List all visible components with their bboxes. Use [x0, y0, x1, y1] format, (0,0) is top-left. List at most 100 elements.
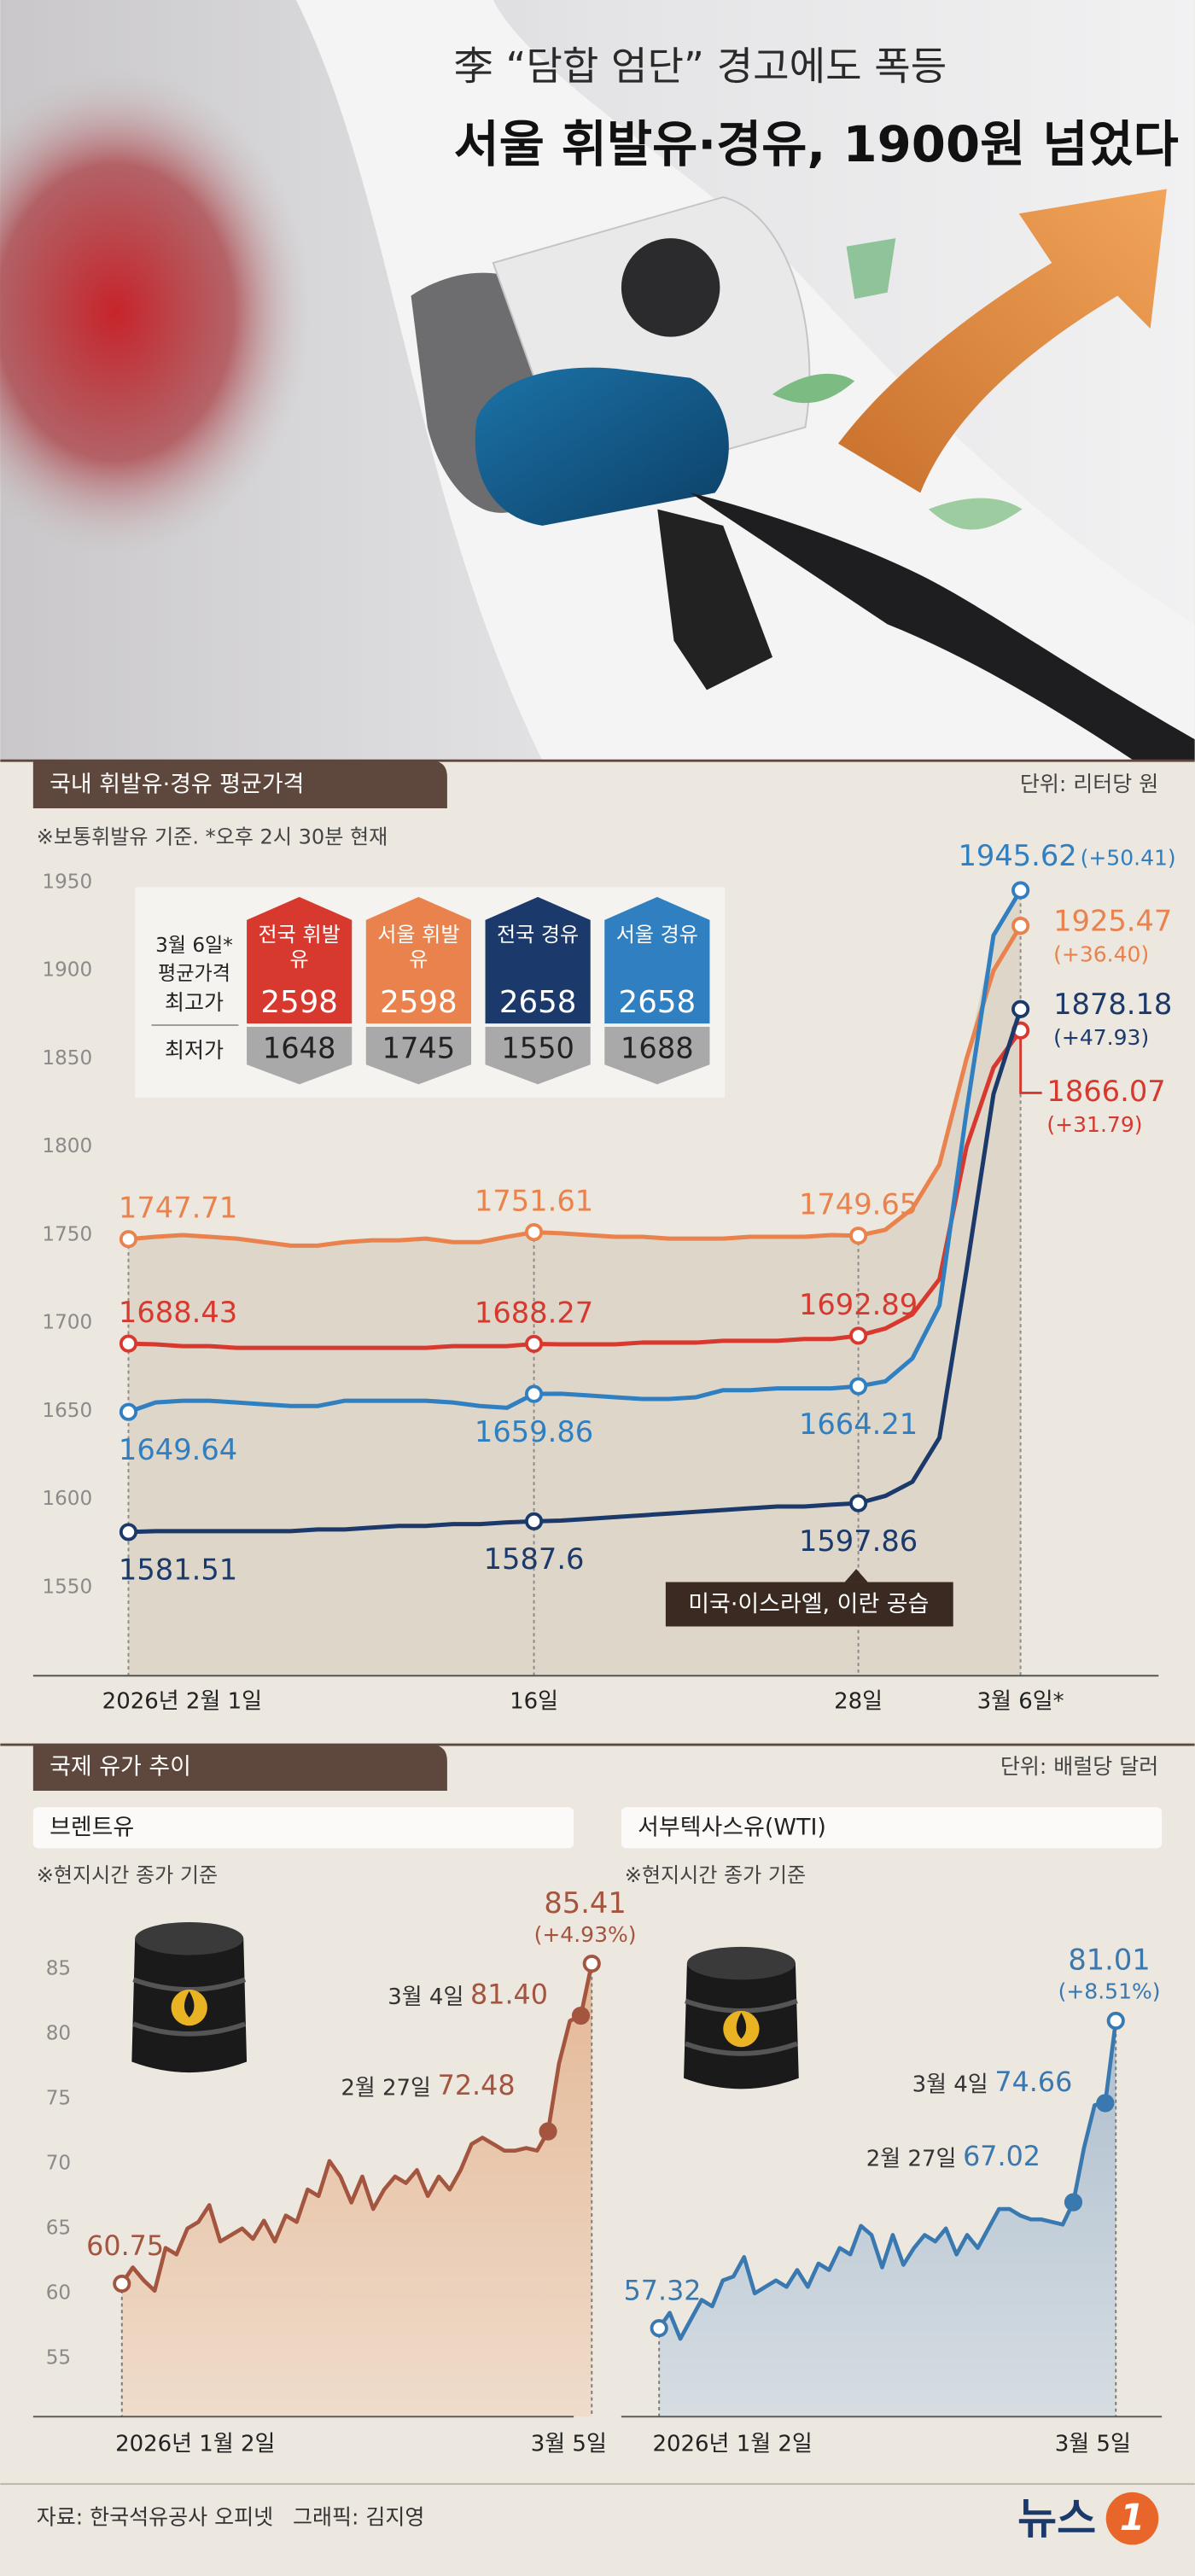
value-label: 57.32 [624, 2276, 702, 2306]
leader-line [1019, 1038, 1042, 1094]
table-heading: 평균가격 [158, 963, 230, 985]
change-label: (+47.93) [1053, 1025, 1149, 1050]
x-tick-label: 28일 [834, 1689, 883, 1715]
unit-label: 단위: 리터당 원 [1020, 772, 1158, 796]
point-marker [524, 1334, 544, 1354]
source: 자료: 한국석유공사 오피넷 [37, 2505, 274, 2530]
subtitle: 李 “담합 엄단” 경고에도 폭등 [454, 43, 947, 89]
y-tick-label: 1650 [42, 1400, 92, 1422]
legend-name-box: 서울 경유 [616, 922, 698, 947]
value-label: 1749.65 [799, 1188, 918, 1221]
point-note: 3월 4일 [388, 1984, 463, 2010]
point-marker [119, 1523, 138, 1542]
annotation-pointer [844, 1569, 868, 1582]
panel-header [32, 1807, 574, 1849]
value-label: 1597.86 [799, 1524, 918, 1558]
point-note: 2월 27일 [341, 2076, 431, 2101]
point-marker [1096, 2094, 1115, 2113]
logo-mark: 1 [1120, 2497, 1145, 2538]
point-marker [849, 1494, 868, 1512]
value-label: 67.02 [963, 2142, 1041, 2172]
legend-name: 전국 경유 [496, 921, 580, 947]
value-label: 1925.47 [1053, 904, 1172, 937]
logo: 뉴스 [1017, 2494, 1096, 2544]
point-marker [650, 2319, 668, 2338]
legend-name: 서울 휘발유 [377, 921, 460, 971]
x-tick-label: 3월 6일* [977, 1689, 1064, 1715]
header-photo: 李 “담합 엄단” 경고에도 폭등 서울 휘발유·경유, 1900원 넘었다 [0, 0, 1195, 761]
point-marker [849, 1326, 868, 1345]
value-label: 1587.6 [484, 1542, 585, 1576]
y-tick-label: 80 [46, 2022, 71, 2044]
area-shade [128, 889, 1021, 1676]
y-tick-label: 75 [46, 2087, 71, 2109]
table-cell-max [604, 896, 710, 1024]
chart-note: ※보통휘발유 기준. *오후 2시 30분 현재 [37, 825, 388, 849]
point-marker [1011, 917, 1030, 935]
point-marker [571, 2006, 591, 2025]
credit: 그래픽: 김지영 [293, 2505, 424, 2530]
annotation: 미국·이스라엘, 이란 공습 [688, 1591, 929, 1617]
y-tick-label: 55 [46, 2346, 71, 2369]
legend-name-box: 전국 경유 [496, 921, 580, 947]
point-marker [1106, 2011, 1125, 2031]
table-cell-min [604, 1026, 710, 1085]
series-line [127, 889, 1023, 1414]
point-marker [119, 1230, 138, 1249]
section-tab [32, 1745, 447, 1791]
point-note: 3월 4일 [912, 2072, 988, 2097]
value-label: 1659.86 [475, 1415, 593, 1448]
value-label: 1688.43 [119, 1296, 237, 1329]
x-tick-label: 16일 [510, 1689, 558, 1715]
value-label: 72.48 [438, 2071, 516, 2101]
table-cell-max [247, 896, 353, 1024]
y-tick-label: 1800 [42, 1135, 92, 1157]
table-cell-min [365, 1026, 471, 1085]
point-marker [119, 1402, 138, 1421]
y-tick-label: 1950 [42, 871, 92, 893]
y-tick-label: 1900 [42, 959, 92, 982]
x-tick-label: 3월 5일 [1055, 2432, 1131, 2457]
max-price: 2658 [619, 985, 697, 1020]
change-label: (+4.93%) [534, 1922, 637, 1947]
y-tick-label: 1600 [42, 1488, 92, 1510]
y-tick-label: 85 [46, 1957, 71, 1979]
y-tick-label: 1550 [42, 1576, 92, 1598]
change-label: (+31.79) [1046, 1112, 1142, 1137]
value-label: 85.41 [544, 1886, 626, 1920]
chart-note: ※현지시간 종가 기준 [37, 1863, 218, 1887]
point-marker [119, 1334, 138, 1353]
title: 서울 휘발유·경유, 1900원 넘었다 [454, 115, 1179, 173]
x-tick-label: 3월 5일 [531, 2432, 607, 2457]
barrel-icon [684, 1946, 799, 2089]
value-label: 1692.89 [799, 1288, 918, 1321]
y-tick-label: 1750 [42, 1223, 92, 1245]
min-price: 1745 [382, 1031, 456, 1064]
legend-name-box: 서울 휘발유 [377, 921, 460, 971]
value-label: 1581.51 [119, 1553, 237, 1587]
series-line [120, 1963, 594, 2293]
max-price: 2658 [499, 985, 577, 1020]
value-label: 1688.27 [475, 1296, 593, 1329]
y-tick-label: 70 [46, 2152, 71, 2174]
point-note: 2월 27일 [866, 2147, 957, 2172]
series-line [128, 1008, 1023, 1535]
y-tick-label: 1850 [42, 1047, 92, 1069]
y-tick-label: 1700 [42, 1312, 92, 1334]
table-cell-min [485, 1026, 591, 1085]
barrel-icon [131, 1921, 248, 2073]
value-label: 81.01 [1068, 1944, 1150, 1977]
value-label: 1649.64 [119, 1433, 237, 1466]
value-label: 1878.18 [1053, 988, 1172, 1021]
point-marker [849, 1227, 868, 1245]
series-line [128, 1029, 1023, 1350]
min-price: 1688 [621, 1031, 694, 1064]
table-cell-min [247, 1026, 353, 1085]
x-tick-label: 2026년 2월 1일 [102, 1689, 262, 1715]
legend-name-box: 전국 휘발유 [259, 922, 341, 971]
point-marker [113, 2274, 131, 2293]
max-price: 2598 [380, 985, 458, 1020]
panel-header [621, 1807, 1163, 1849]
table-row-label: 최저가 [165, 1038, 224, 1063]
